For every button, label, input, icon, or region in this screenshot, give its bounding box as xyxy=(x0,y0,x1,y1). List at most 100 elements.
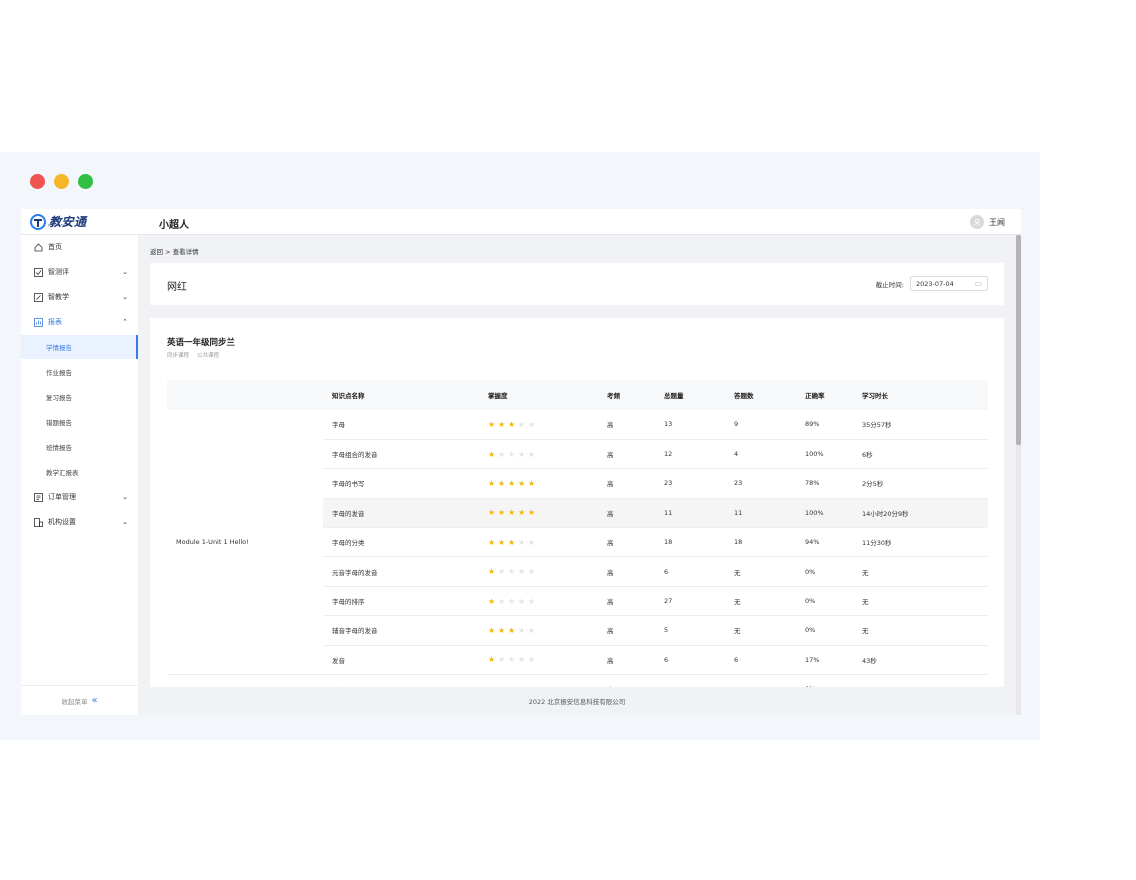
chevron-down-icon: ⌄ xyxy=(122,493,128,501)
star-empty-icon: ★ xyxy=(518,449,526,459)
table-row: 发音 ★ ★ ★ ★ ★ 高 6 6 17% 43秒 xyxy=(167,645,988,676)
sidebar-item-reports[interactable]: 报表 ⌃ xyxy=(21,310,138,334)
breadcrumb-separator: > xyxy=(165,248,171,256)
breadcrumb: 返回 > 查看详情 xyxy=(150,246,199,256)
star-empty-icon: ★ xyxy=(518,625,526,635)
star-filled-icon: ★ xyxy=(508,508,516,518)
accuracy-cell: 78% xyxy=(796,468,853,499)
star-filled-icon: ★ xyxy=(498,625,506,635)
star-empty-icon: ★ xyxy=(528,537,536,547)
user-name: 王闻 xyxy=(989,217,1005,227)
minimize-window-button[interactable] xyxy=(54,174,69,189)
column-header: 掌握度 xyxy=(479,380,598,410)
check-square-icon xyxy=(33,267,43,277)
calendar-icon: ▭ xyxy=(974,279,982,288)
footer-text: 2022 北京振安信息科技有限公司 xyxy=(528,698,626,706)
window-controls xyxy=(30,174,93,189)
sidebar-item-org-settings[interactable]: 机构设置 ⌄ xyxy=(21,510,138,534)
mastery-stars: ★ ★ ★ ★ ★ xyxy=(488,655,538,664)
sidebar-item-label: 首页 xyxy=(48,243,62,251)
main-content: 返回 > 查看详情 网红 截止时间: 2023-07-04 ▭ 英语一年级同步兰… xyxy=(138,235,1016,715)
star-empty-icon: ★ xyxy=(528,625,536,635)
knowledge-point-cell: 发音 xyxy=(323,645,479,676)
star-filled-icon: ★ xyxy=(518,478,526,488)
star-filled-icon: ★ xyxy=(488,419,496,429)
accuracy-cell: 17% xyxy=(796,645,853,676)
star-empty-icon: ★ xyxy=(528,419,536,429)
chart-icon xyxy=(33,317,43,327)
building-icon xyxy=(33,517,43,527)
collapse-menu-button[interactable]: 收起菜单 « xyxy=(21,685,138,715)
accuracy-cell: 89% xyxy=(796,410,853,440)
frequency-cell: 高 xyxy=(598,527,655,558)
total-questions-cell: 12 xyxy=(655,439,725,470)
answered-count-cell: 4 xyxy=(725,439,796,470)
star-empty-icon: ★ xyxy=(528,449,536,459)
table-header-row: 知识点名称 掌握度 考频 总题量 答题数 正确率 学习时长 xyxy=(167,380,988,410)
deadline-filter: 截止时间: 2023-07-04 ▭ xyxy=(876,276,988,291)
course-tags: 同步课程 公共课程 xyxy=(167,351,219,359)
frequency-cell: 高 xyxy=(598,645,655,676)
frequency-cell: 高 xyxy=(598,586,655,617)
sidebar-subitem-class-report[interactable]: 班情报告 xyxy=(46,444,72,452)
star-empty-icon: ★ xyxy=(528,567,536,577)
mastery-cell: ★ ★ ★ ★ ★ xyxy=(479,468,598,499)
sidebar-item-home[interactable]: 首页 xyxy=(21,235,138,259)
study-time-cell: 无 xyxy=(853,615,988,646)
answered-count-cell: 无 xyxy=(725,586,796,617)
sidebar-subitem-review-report[interactable]: 复习报告 xyxy=(46,394,72,402)
table-row: Module 1-Unit 1 Hello! 字母 ★ ★ ★ ★ ★ 高 13 9 89% 35分5… xyxy=(167,410,988,676)
study-time-cell: 无 xyxy=(853,556,988,587)
star-empty-icon: ★ xyxy=(498,596,506,606)
chevron-down-icon: ⌄ xyxy=(122,268,128,276)
sidebar-item-smart-assessment[interactable]: 智测评 ⌄ xyxy=(21,260,138,284)
avatar[interactable] xyxy=(970,215,984,229)
star-filled-icon: ★ xyxy=(508,625,516,635)
logo-text: 教安通 xyxy=(49,215,87,229)
total-questions-cell: 13 xyxy=(655,410,725,440)
collapse-menu-label: 收起菜单 xyxy=(61,697,88,706)
sidebar-subitem-homework-report[interactable]: 作业报告 xyxy=(46,369,72,377)
user-icon xyxy=(973,218,981,226)
chevron-down-icon: ⌄ xyxy=(122,293,128,301)
sidebar-item-smart-teaching[interactable]: 智教学 ⌄ xyxy=(21,285,138,309)
back-link[interactable]: 返回 xyxy=(150,248,163,256)
knowledge-point-cell: 字母的分类 xyxy=(323,527,479,558)
study-time-cell: 11分30秒 xyxy=(853,527,988,558)
scrollbar-thumb[interactable] xyxy=(1016,235,1021,445)
deadline-date-value: 2023-07-04 xyxy=(916,279,954,288)
study-time-cell: 43秒 xyxy=(853,645,988,676)
edit-icon xyxy=(33,292,43,302)
star-filled-icon: ★ xyxy=(508,537,516,547)
study-time-cell: 2分5秒 xyxy=(853,468,988,499)
answered-count-cell: 9 xyxy=(725,410,796,440)
maximize-window-button[interactable] xyxy=(78,174,93,189)
star-empty-icon: ★ xyxy=(508,567,516,577)
sidebar-item-orders[interactable]: 订单管理 ⌄ xyxy=(21,485,138,509)
logo[interactable]: 教安通 xyxy=(30,213,87,230)
sidebar-item-label: 智教学 xyxy=(48,293,69,301)
column-header: 知识点名称 xyxy=(323,380,479,410)
total-questions-cell: 11 xyxy=(655,498,725,529)
user-menu[interactable]: 王闻 xyxy=(970,215,1005,229)
module-name-cell xyxy=(167,674,323,689)
sidebar-subitem-mistake-report[interactable]: 错题报告 xyxy=(46,419,72,427)
close-window-button[interactable] xyxy=(30,174,45,189)
star-filled-icon: ★ xyxy=(518,508,526,518)
content-scrollbar[interactable] xyxy=(1016,235,1021,715)
table-row: 字母的发音 ★ ★ ★ ★ ★ 高 11 11 100% 14小时20分9秒 xyxy=(167,498,988,529)
column-header: 考频 xyxy=(598,380,655,410)
app-name: 小超人 xyxy=(159,220,189,231)
answered-count-cell: 6 xyxy=(725,645,796,676)
sidebar-subitem-learning-report[interactable]: 学情报告 xyxy=(21,335,138,359)
star-filled-icon: ★ xyxy=(508,478,516,488)
study-time-cell: 35分57秒 xyxy=(853,410,988,440)
sidebar-subitem-teaching-summary[interactable]: 教学汇报表 xyxy=(46,469,79,477)
star-filled-icon: ★ xyxy=(488,449,496,459)
deadline-date-picker[interactable]: 2023-07-04 ▭ xyxy=(910,276,988,291)
total-questions-cell: 27 xyxy=(655,586,725,617)
table-row: 元音字母的发音 ★ ★ ★ ★ ★ 高 6 无 0% 无 xyxy=(167,556,988,587)
column-header: 正确率 xyxy=(796,380,853,410)
table-row: 字母组合的发音 ★ ★ ★ ★ ★ 高 12 4 100% 6秒 xyxy=(167,439,988,470)
star-empty-icon: ★ xyxy=(518,567,526,577)
